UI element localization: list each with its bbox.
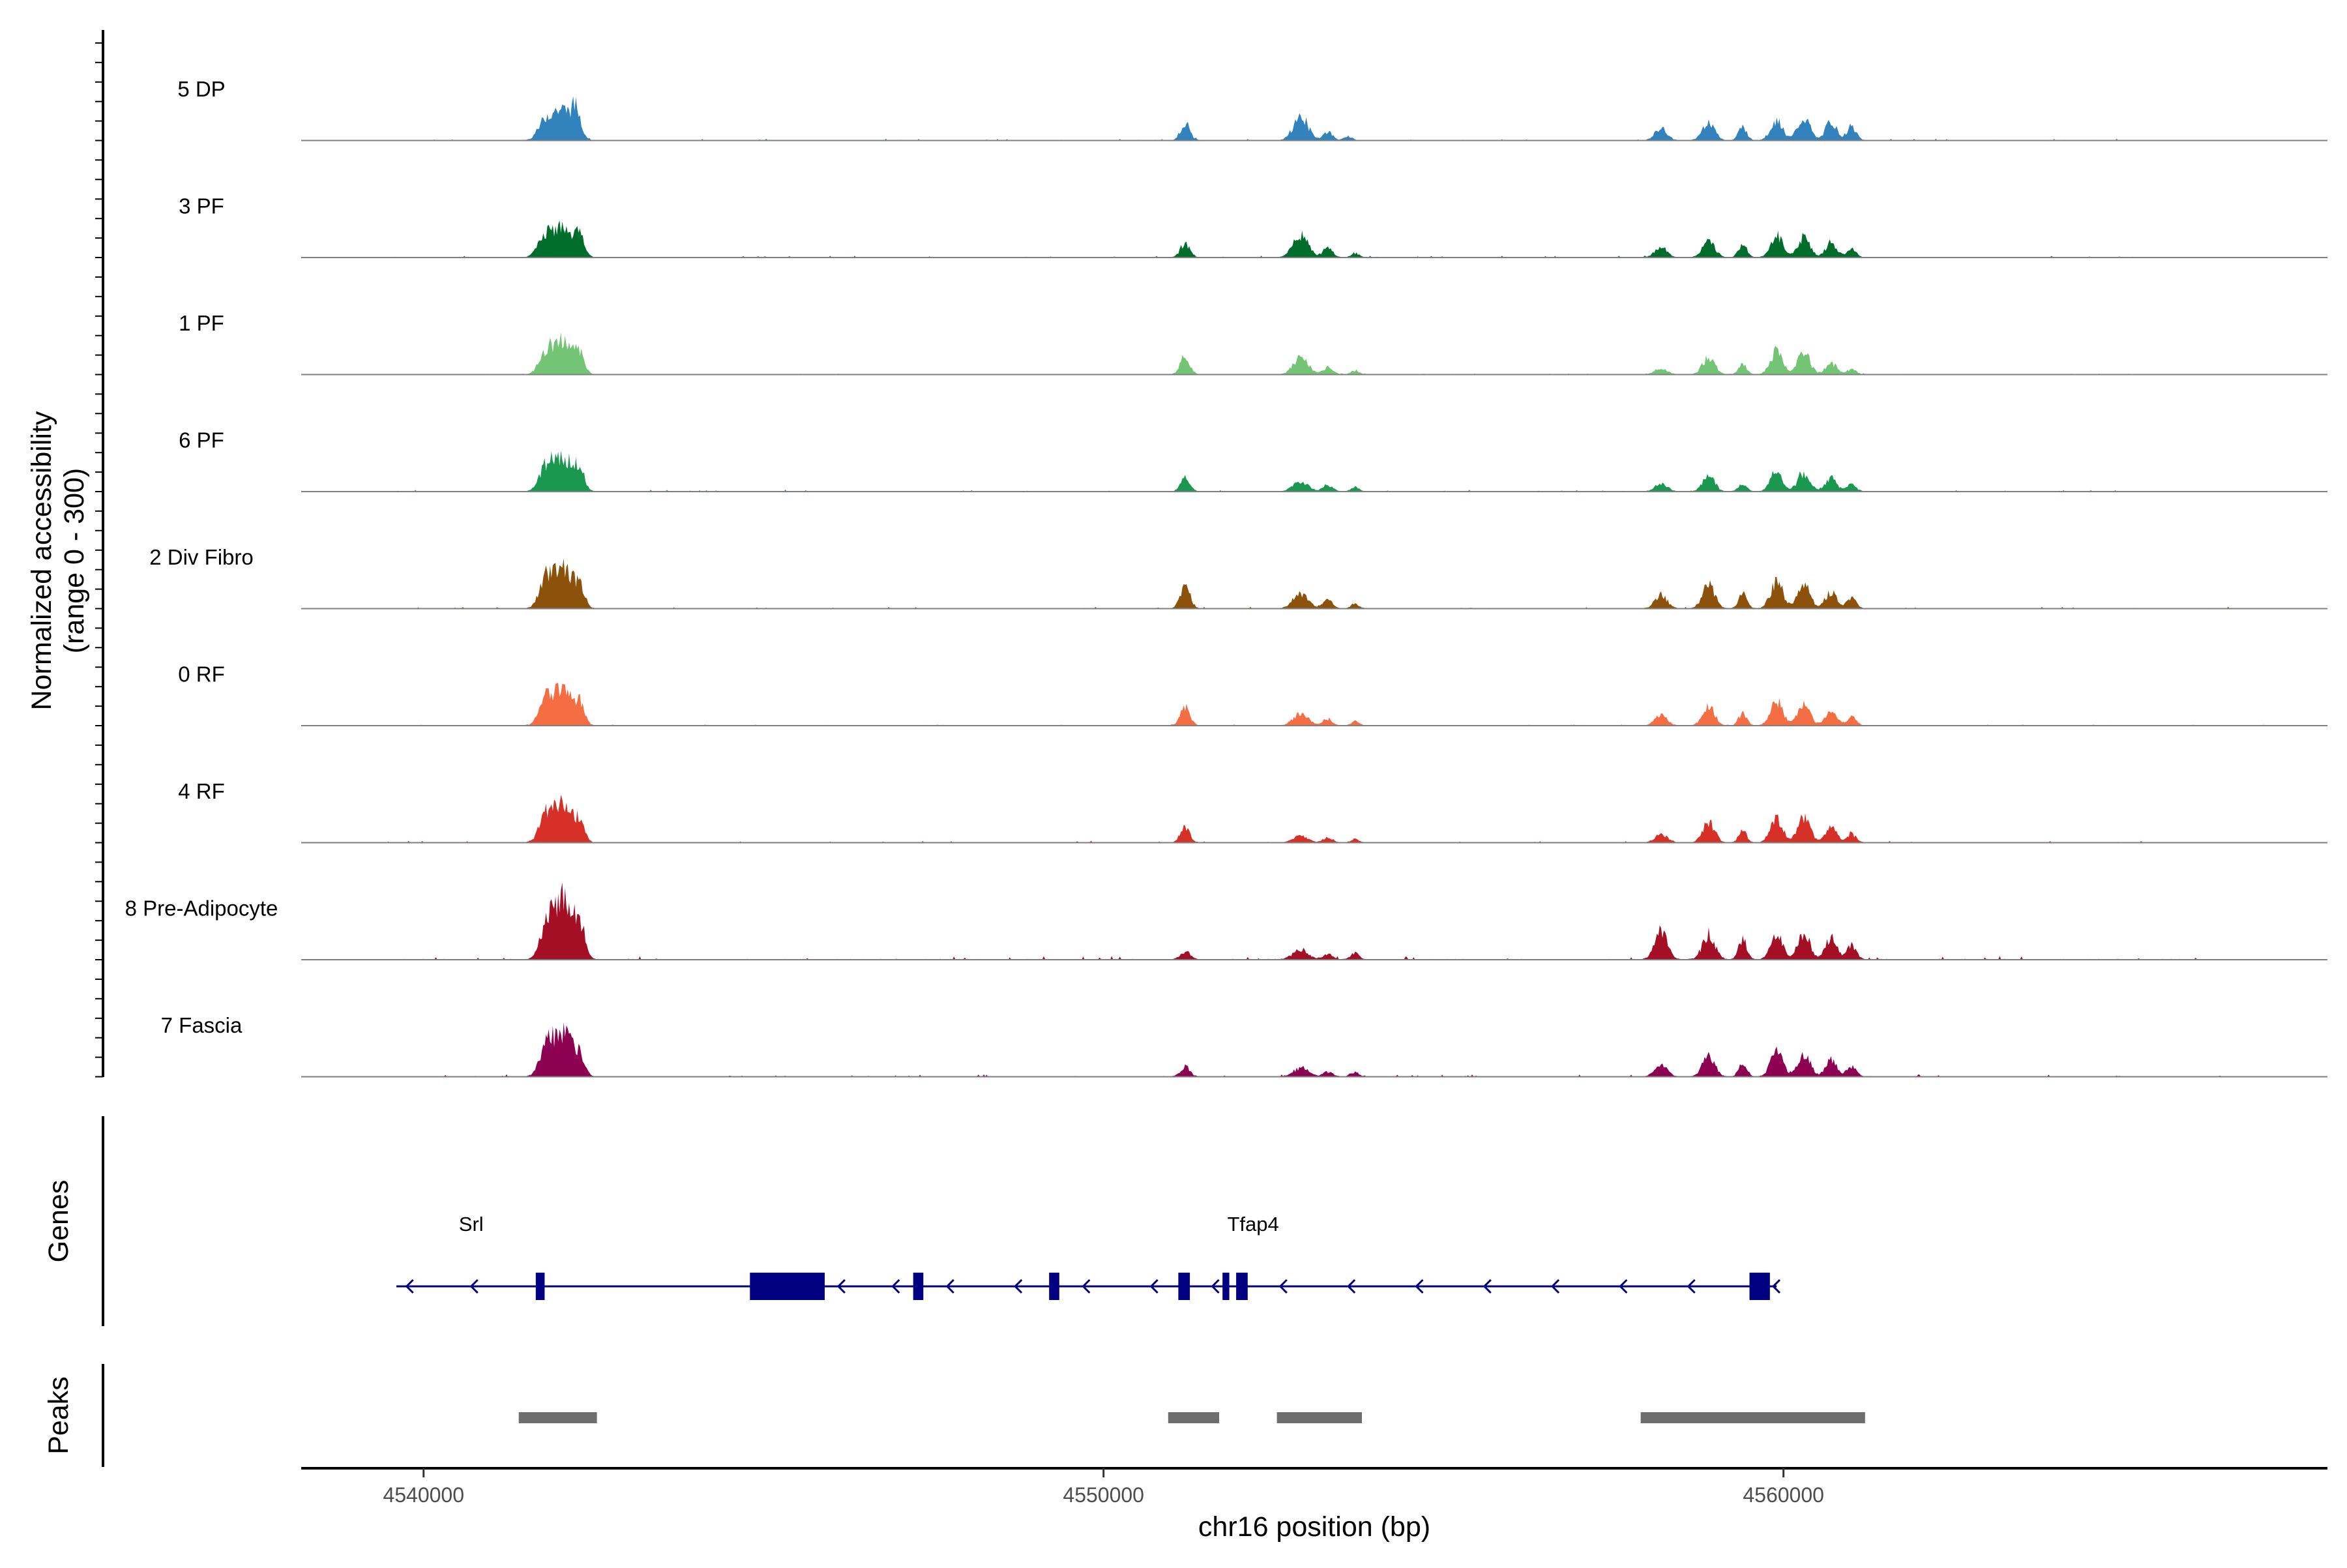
exon-tfap4	[1236, 1273, 1248, 1300]
track-label-2-div-fibro: 2 Div Fibro	[149, 545, 254, 569]
exon-tfap4	[1749, 1273, 1770, 1300]
strand-arrow	[1013, 1279, 1023, 1294]
exon-tfap4	[1222, 1273, 1230, 1300]
coverage-area-6-pf	[383, 451, 2151, 492]
x-axis-title: chr16 position (bp)	[1198, 1511, 1430, 1543]
track-label-4-rf: 4 RF	[178, 779, 225, 803]
track-label-1-pf: 1 PF	[179, 311, 224, 335]
track-1-pf: 1 PF	[179, 311, 2327, 376]
strand-arrow	[836, 1279, 846, 1294]
x-tick-label: 4550000	[1063, 1483, 1144, 1507]
strand-arrow	[469, 1279, 479, 1294]
gene-tfap4: Tfap4	[546, 1213, 1781, 1300]
track-label-7-fascia: 7 Fascia	[161, 1013, 243, 1037]
x-axis: 4540000 4550000 4560000	[301, 1467, 2327, 1507]
exon-tfap4	[1178, 1273, 1190, 1300]
track-0-rf: 0 RF	[178, 662, 2327, 726]
genes-panel: Genes Srl Tfap4	[43, 1116, 1781, 1326]
track-label-3-pf: 3 PF	[179, 194, 224, 218]
strand-arrow	[1082, 1279, 1091, 1294]
coverage-area-2-div-fibro	[383, 558, 2273, 609]
peak-region	[518, 1412, 597, 1423]
peaks-panel: Peaks	[43, 1364, 1865, 1467]
track-4-rf: 4 RF	[178, 779, 2327, 844]
strand-arrow	[1149, 1279, 1159, 1294]
track-label-0-rf: 0 RF	[178, 662, 225, 687]
strand-arrow	[1483, 1279, 1492, 1294]
track-5-dp: 5 DP	[177, 77, 2327, 141]
x-tick-label: 4560000	[1743, 1483, 1824, 1507]
track-2-div-fibro: 2 Div Fibro	[149, 545, 2327, 610]
accessibility-y-axis	[95, 30, 104, 1078]
exon-tfap4	[750, 1273, 825, 1300]
peak-region	[1640, 1412, 1865, 1423]
gene-label-tfap4: Tfap4	[1227, 1213, 1278, 1235]
track-label-6-pf: 6 PF	[179, 428, 224, 452]
strand-arrow	[1550, 1279, 1560, 1294]
track-8-pre-adipocyte: 8 Pre-Adipocyte	[125, 882, 2327, 960]
strand-arrow	[1619, 1279, 1628, 1294]
coverage-area-3-pf	[383, 220, 2151, 258]
strand-arrow	[1415, 1279, 1424, 1294]
track-label-5-dp: 5 DP	[177, 77, 225, 101]
coverage-area-1-pf	[383, 332, 2151, 375]
peak-region	[1277, 1412, 1362, 1423]
strand-arrow	[891, 1279, 900, 1294]
exon-srl	[535, 1273, 545, 1300]
exon-tfap4	[1049, 1273, 1059, 1300]
y-axis-title-line2: (range 0 - 300)	[59, 468, 90, 653]
strand-arrow	[405, 1279, 414, 1294]
coverage-area-8-pre-adipocyte	[383, 882, 2219, 960]
strand-arrow	[1278, 1279, 1288, 1294]
gene-srl: Srl	[396, 1213, 546, 1300]
track-7-fascia: 7 Fascia	[161, 1013, 2327, 1078]
coverage-tracks: 5 DP 3 PF 1 PF 6 PF 2 Div Fibro 0 RF 4 RF 8 Pre…	[125, 77, 2327, 1078]
exon-tfap4	[913, 1273, 924, 1300]
coverage-area-5-dp	[383, 96, 2151, 141]
gene-label-srl: Srl	[459, 1213, 484, 1235]
peak-region	[1168, 1412, 1219, 1423]
strand-arrow	[1687, 1279, 1696, 1294]
track-label-8-pre-adipocyte: 8 Pre-Adipocyte	[125, 896, 278, 921]
strand-arrow	[1347, 1279, 1356, 1294]
track-6-pf: 6 PF	[179, 428, 2327, 492]
coverage-area-0-rf	[383, 683, 2273, 726]
y-axis-title-line1: Normalized accessibility	[26, 411, 57, 710]
coverage-area-4-rf	[383, 795, 2151, 843]
track-3-pf: 3 PF	[179, 194, 2327, 258]
peaks-panel-title: Peaks	[43, 1376, 74, 1455]
genes-panel-title: Genes	[43, 1180, 74, 1263]
x-tick-label: 4540000	[383, 1483, 464, 1507]
coverage-area-7-fascia	[383, 1022, 2273, 1077]
strand-arrow	[1771, 1279, 1781, 1294]
strand-arrow	[1211, 1279, 1220, 1294]
strand-arrow	[945, 1279, 954, 1294]
